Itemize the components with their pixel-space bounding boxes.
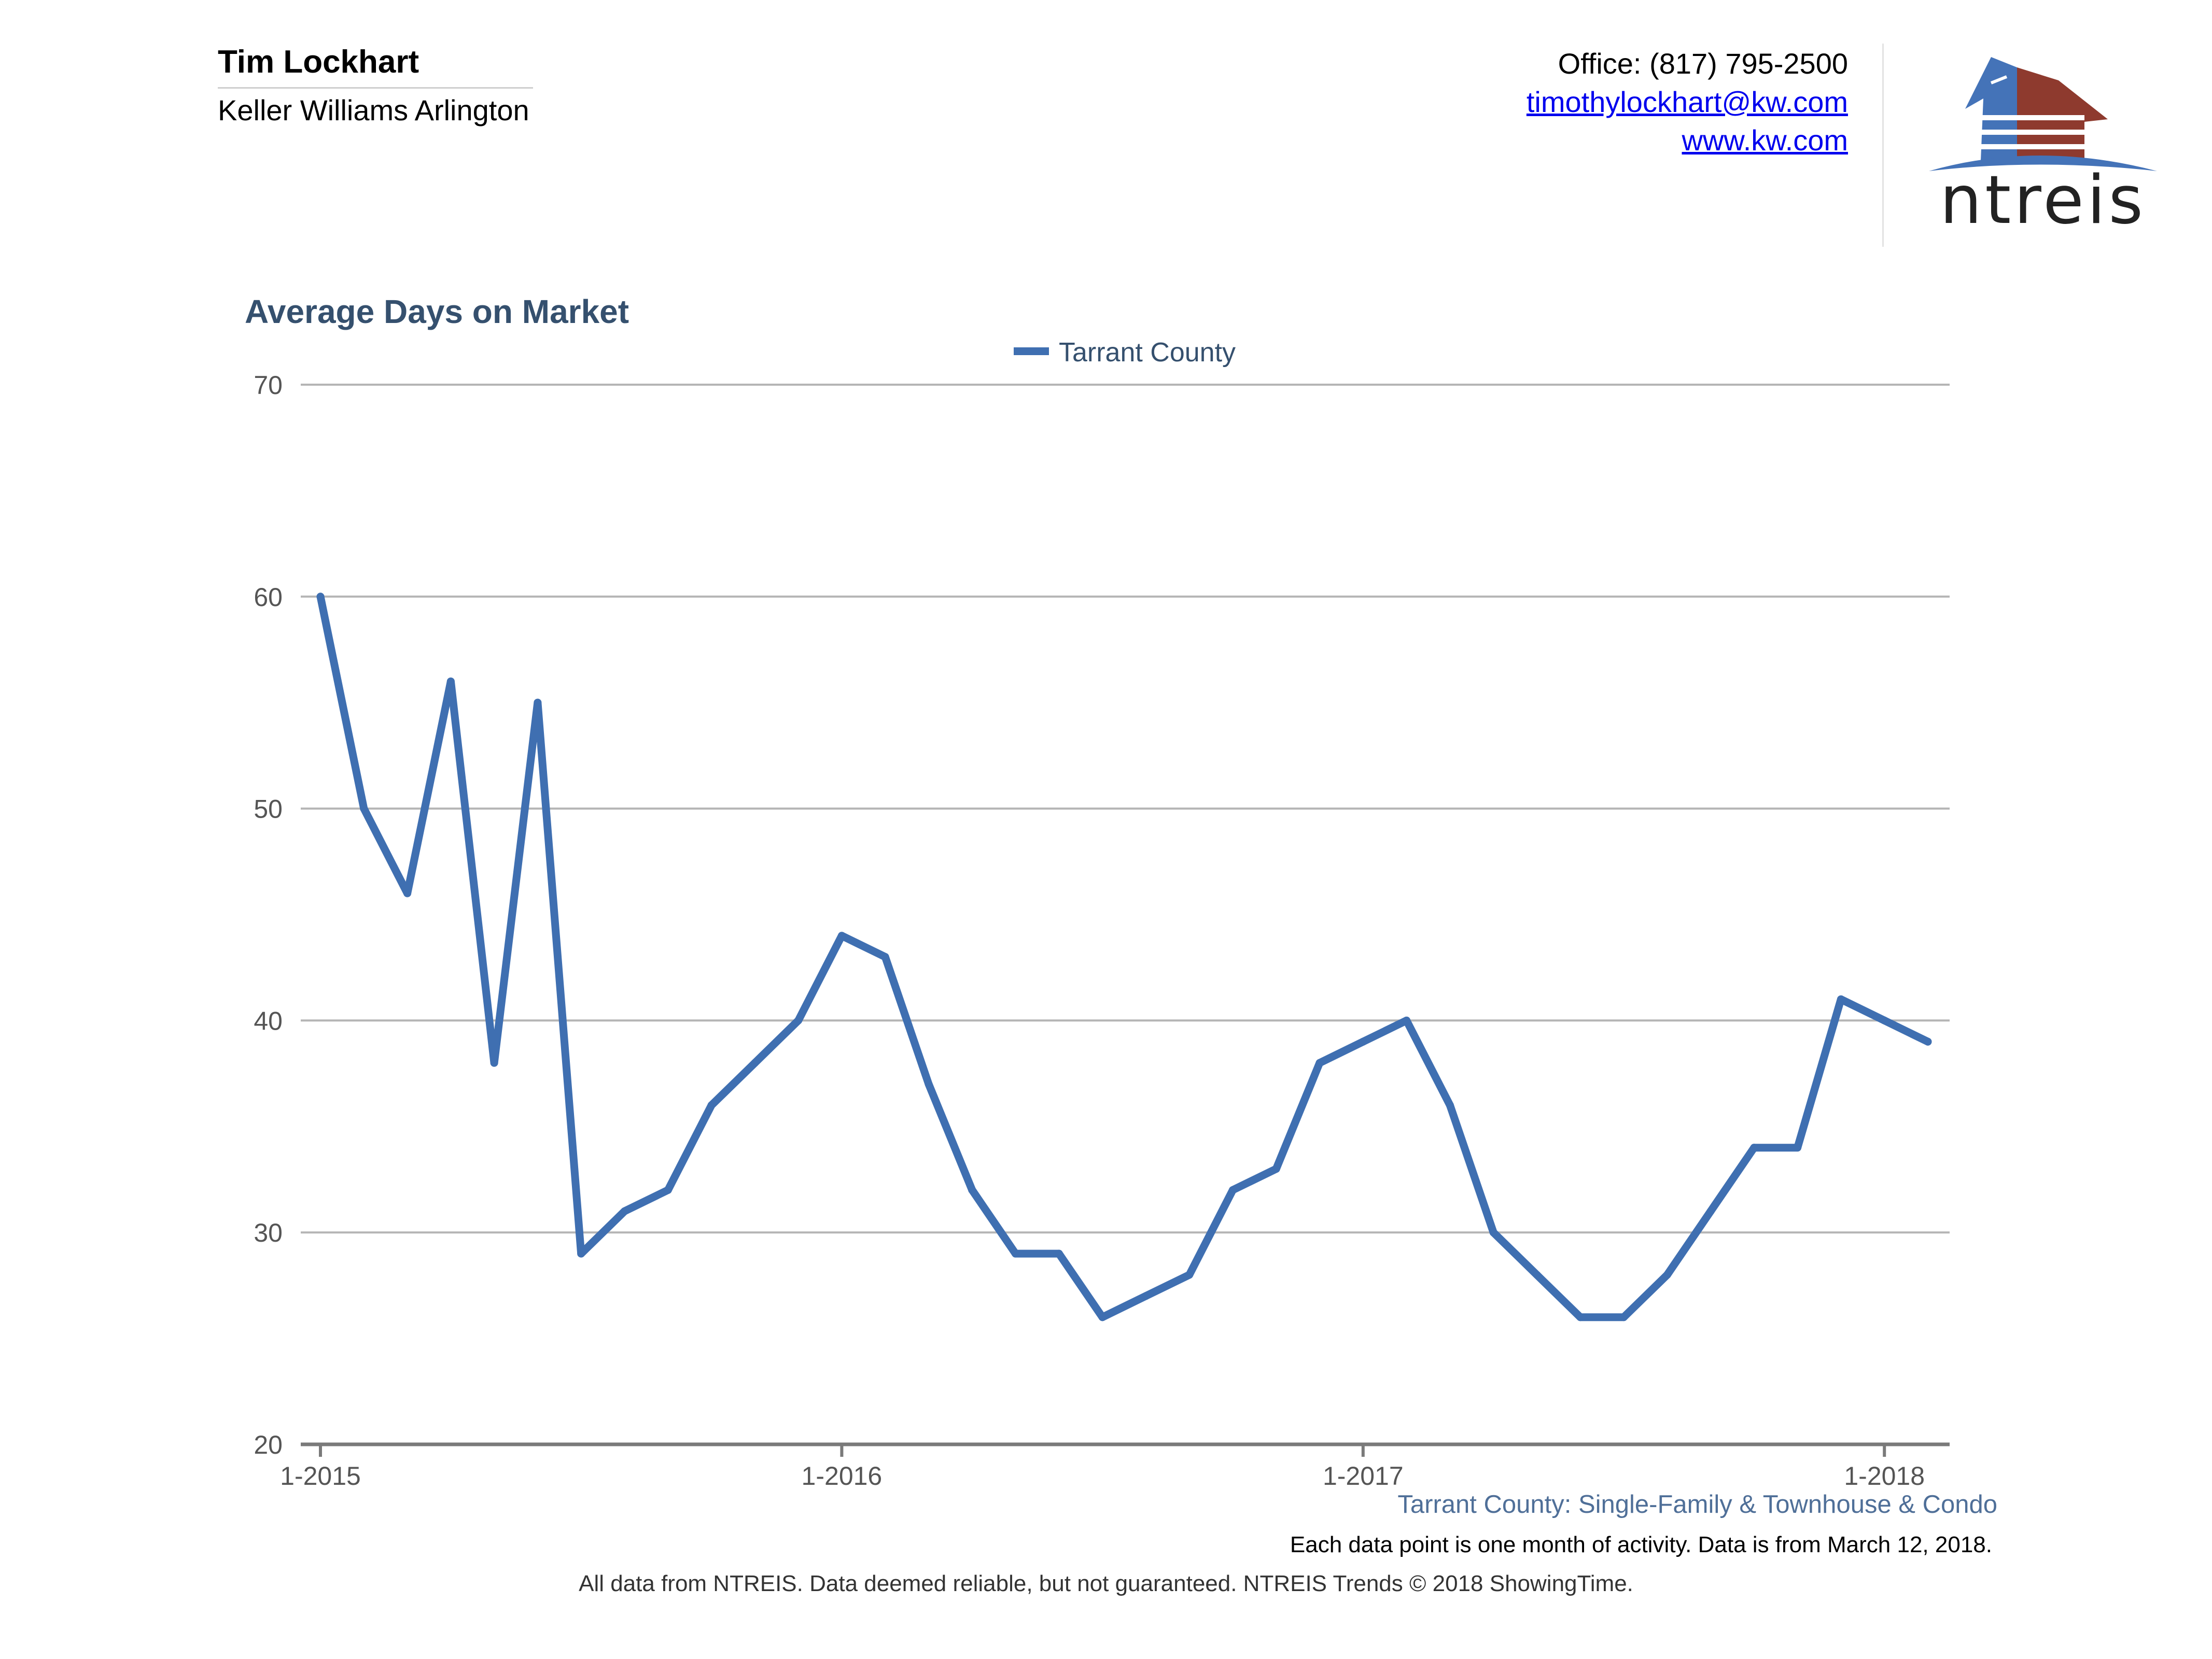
data-point [1098,1313,1107,1321]
data-point [446,677,455,685]
data-point [664,1186,672,1194]
data-point [1446,1101,1454,1109]
data-point [490,1059,498,1067]
data-point [1489,1228,1497,1236]
data-point [881,953,889,961]
data-point [316,593,325,601]
logo-accent [1990,75,2008,85]
data-footnote: Each data point is one month of activity… [1290,1532,1992,1557]
data-point [1924,1037,1932,1046]
logo-swoosh [1929,156,2157,171]
legend: Tarrant County [1014,338,1236,368]
chart-title: Average Days on Market [245,293,629,330]
series-footnote: Tarrant County: Single-Family & Townhous… [1397,1491,1997,1519]
data-point [534,698,542,707]
x-tick-label: 1-2017 [1323,1461,1404,1491]
logo-stripe [1981,115,2084,120]
data-point [1359,1037,1367,1046]
x-tick-label: 1-2016 [802,1461,883,1491]
data-point [1533,1271,1541,1279]
logo-wordmark: ntreis [1940,162,2146,233]
data-point [1142,1292,1150,1300]
data-point [1620,1313,1628,1321]
data-point [1706,1207,1715,1215]
x-tick-labels: 1-2015 1-2016 1-2017 1-2018 [280,1461,1925,1491]
y-tick-labels: 20 30 40 50 60 70 [254,371,283,1459]
data-point [707,1101,716,1109]
disclaimer: All data from NTREIS. Data deemed reliab… [579,1571,1633,1596]
axis-layer [301,1442,1950,1457]
data-point [794,1016,803,1024]
agent-divider [218,87,533,89]
data-point [837,932,846,940]
data-point [1576,1313,1585,1321]
data-point [751,1059,759,1067]
office-phone: Office: (817) 795-2500 [1558,47,1848,80]
data-point [1663,1271,1671,1279]
y-tick-label: 20 [254,1430,283,1459]
data-point [968,1186,976,1194]
data-point [360,805,368,813]
data-point [1012,1249,1020,1258]
legend-label: Tarrant County [1059,338,1236,368]
data-point [1750,1144,1758,1152]
data-point [1185,1271,1194,1279]
series-line-tarrant-county [316,593,1932,1321]
x-tick-label: 1-2018 [1844,1461,1925,1491]
x-tick-label: 1-2015 [280,1461,361,1491]
y-tick-label: 40 [254,1006,283,1035]
data-point [1403,1016,1411,1024]
ntreis-logo: ntreis [1929,57,2157,233]
data-point [1315,1059,1324,1067]
data-point [577,1249,585,1258]
data-point [1228,1186,1237,1194]
data-point [1272,1165,1280,1173]
y-tick-label: 50 [254,795,283,824]
agent-name: Tim Lockhart [218,44,419,80]
logo-building-right [2017,67,2108,158]
contact-block: Office: (817) 795-2500 timothylockhart@k… [1527,45,1848,160]
data-point [403,889,412,897]
legend-swatch [1014,347,1049,355]
agent-company: Keller Williams Arlington [218,94,529,126]
data-point [925,1080,933,1088]
website-link[interactable]: www.kw.com [1682,124,1849,157]
data-point [1794,1144,1802,1152]
y-tick-label: 60 [254,583,283,612]
y-tick-label: 70 [254,371,283,400]
data-point [1837,995,1845,1004]
series-layer [316,593,1932,1321]
header-divider [1882,44,1884,247]
data-point [1055,1249,1063,1258]
y-tick-label: 30 [254,1218,283,1247]
logo-stripe [1981,144,2084,149]
data-point [620,1207,628,1215]
email-link[interactable]: timothylockhart@kw.com [1526,86,1848,118]
data-point [1880,1016,1888,1024]
logo-stripe [1981,130,2084,135]
